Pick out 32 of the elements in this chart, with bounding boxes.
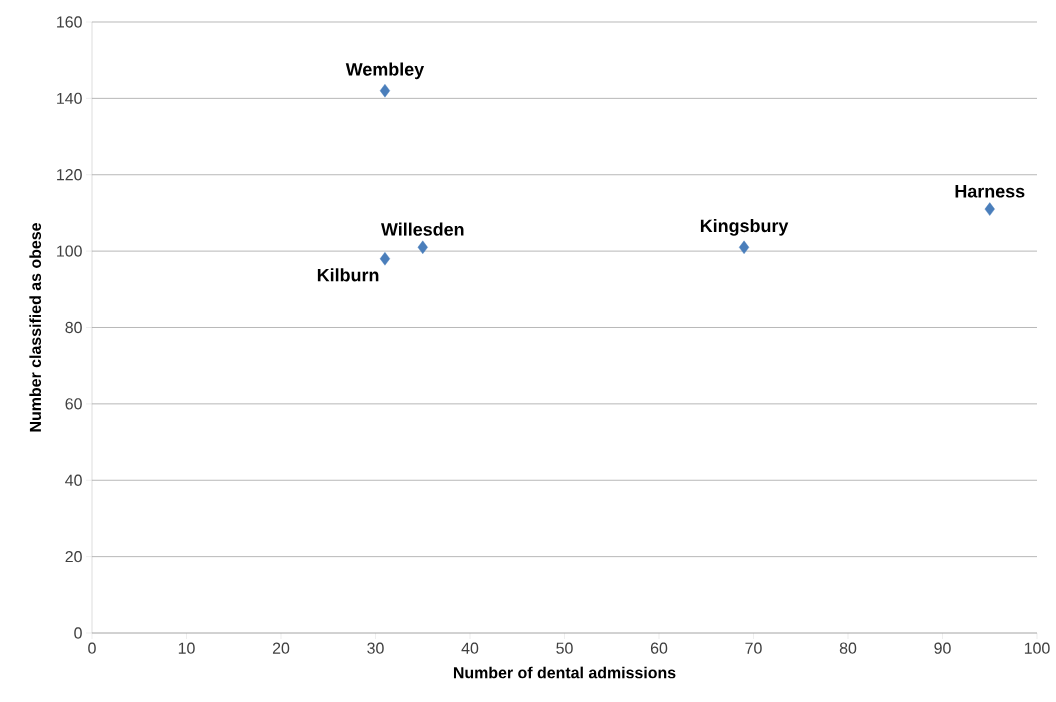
x-axis-title: Number of dental admissions	[453, 666, 676, 679]
annotation: Wembley	[345, 62, 425, 80]
y-tick-label: 40	[65, 474, 82, 486]
point	[379, 252, 391, 266]
point	[417, 240, 428, 254]
y-tick-label: 100	[57, 245, 82, 257]
annotation: Kilburn	[317, 268, 379, 282]
x-tick-label: 30	[367, 642, 384, 654]
point	[984, 202, 995, 216]
x-tick-label: 100	[1024, 642, 1050, 654]
annotation: Kingsbury	[700, 218, 789, 236]
point	[738, 240, 750, 254]
y-tick-label: 140	[57, 92, 82, 105]
x-tick-label: 60	[650, 642, 668, 654]
x-tick-label: 80	[839, 642, 857, 654]
y-axis-title: Number classified as obese	[29, 223, 42, 432]
y-tick-label: 80	[65, 321, 82, 334]
annotation: Willesden	[381, 222, 464, 236]
x-tick-label: 10	[178, 642, 195, 654]
x-tick-label: 40	[461, 642, 479, 654]
annotation: Harness	[955, 185, 1025, 198]
y-tick-label: 60	[65, 398, 82, 410]
x-tick-label: 20	[272, 642, 290, 654]
x-tick-label: 90	[934, 642, 951, 654]
x-tick-label: 70	[745, 642, 762, 654]
point	[379, 84, 391, 98]
y-tick-label: 20	[65, 550, 82, 563]
y-tick-label: 160	[57, 16, 82, 28]
y-tick-label: 0	[74, 627, 82, 639]
x-tick-label: 50	[556, 642, 573, 654]
y-tick-label: 120	[57, 169, 82, 181]
x-tick-label: 0	[88, 642, 96, 654]
